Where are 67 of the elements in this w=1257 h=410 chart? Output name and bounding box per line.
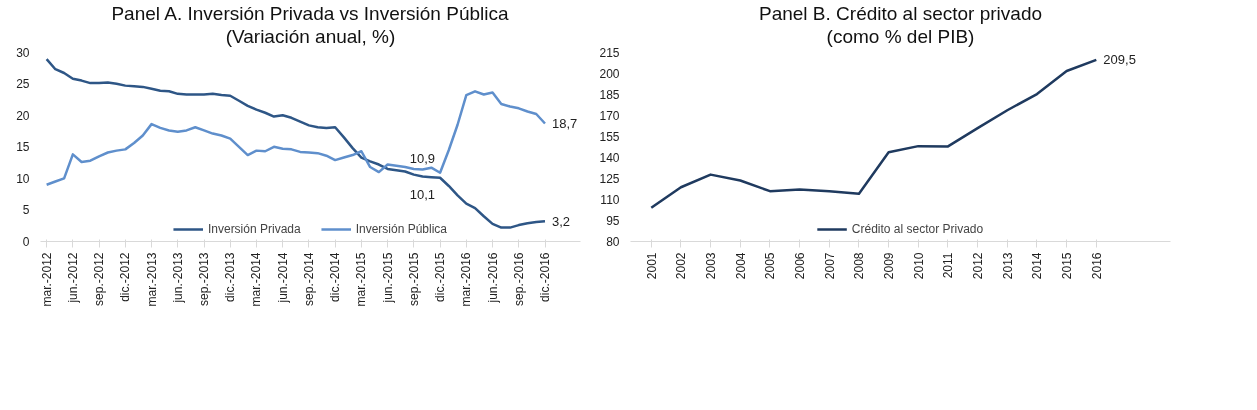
x-tick-label: dic.-2014 [328,252,343,302]
chart-title: Panel B. Crédito al sector privado [758,2,1043,24]
y-tick-label: 200 [599,66,620,81]
chart-title: Panel A. Inversión Privada vs Inversión Pública [111,2,509,24]
x-tick-label: mar.-2014 [249,252,264,307]
y-tick-label: 15 [16,140,30,155]
x-tick-label: sep.-2016 [511,252,526,306]
y-tick-label: 0 [22,235,30,249]
x-tick-label: 2013 [1000,252,1015,280]
x-tick-label: 2012 [971,252,986,280]
y-tick-label: 80 [606,235,620,249]
data-label: 10,1 [409,186,436,202]
x-tick-label: sep.-2014 [301,252,316,306]
y-tick-label: 25 [16,77,30,92]
y-tick-label: 20 [16,108,30,123]
x-tick-label: jun.-2015 [380,252,395,304]
x-tick-label: jun.-2012 [65,252,80,304]
y-tick-label: 125 [599,171,620,186]
y-tick-label: 95 [606,213,620,228]
x-tick-label: 2009 [882,252,897,280]
x-tick-label: 2016 [1089,252,1104,280]
x-tick-label: 2007 [822,252,837,280]
x-tick-label: 2005 [763,252,778,280]
legend-label: Crédito al sector Privado [851,222,984,236]
x-tick-label: 2006 [793,252,808,280]
data-label: 209,5 [1103,52,1136,68]
x-tick-label: dic.-2015 [433,252,448,302]
x-tick-label: 2002 [674,252,689,280]
x-tick-label: 2004 [733,252,748,280]
y-tick-label: 170 [599,108,620,123]
x-tick-label: mar.-2013 [144,252,159,307]
x-tick-label: jun.-2016 [485,252,500,304]
y-tick-label: 110 [600,192,620,207]
x-tick-label: mar.-2015 [354,252,369,307]
y-tick-label: 155 [599,129,620,144]
data-label: 18,7 [552,115,578,131]
x-tick-label: 2003 [704,252,719,280]
y-tick-label: 185 [599,87,620,102]
y-tick-label: 30 [16,45,30,60]
y-tick-label: 10 [16,171,30,186]
x-tick-label: 2010 [911,252,926,280]
x-tick-label: dic.-2016 [538,252,552,302]
legend-label: Inversión Privada [207,222,301,236]
x-tick-label: jun.-2013 [170,252,185,304]
y-tick-label: 215 [599,45,620,60]
y-tick-label: 5 [22,203,30,218]
line-series [45,90,547,186]
chart-subtitle: (como % del PIB) [826,25,975,47]
x-tick-label: 2011 [941,252,956,279]
data-label: 3,2 [552,213,571,229]
x-tick-label: dic.-2012 [118,252,133,302]
chart-subtitle: (Variación anual, %) [225,25,396,47]
x-tick-label: mar.-2012 [39,252,54,307]
x-tick-label: jun.-2014 [275,252,290,304]
line-series [650,58,1098,210]
x-tick-label: dic.-2013 [223,252,238,302]
legend-label: Inversión Pública [355,222,448,236]
x-tick-label: sep.-2012 [92,252,107,306]
x-tick-label: sep.-2013 [197,252,211,306]
x-tick-label: mar.-2016 [459,252,474,307]
x-tick-label: 2015 [1060,252,1075,280]
x-tick-label: 2001 [644,252,659,280]
x-tick-label: 2014 [1030,252,1045,280]
x-tick-label: 2008 [852,252,867,280]
y-tick-label: 140 [599,150,620,165]
data-label: 10,9 [409,150,436,166]
x-tick-label: sep.-2015 [406,252,421,306]
